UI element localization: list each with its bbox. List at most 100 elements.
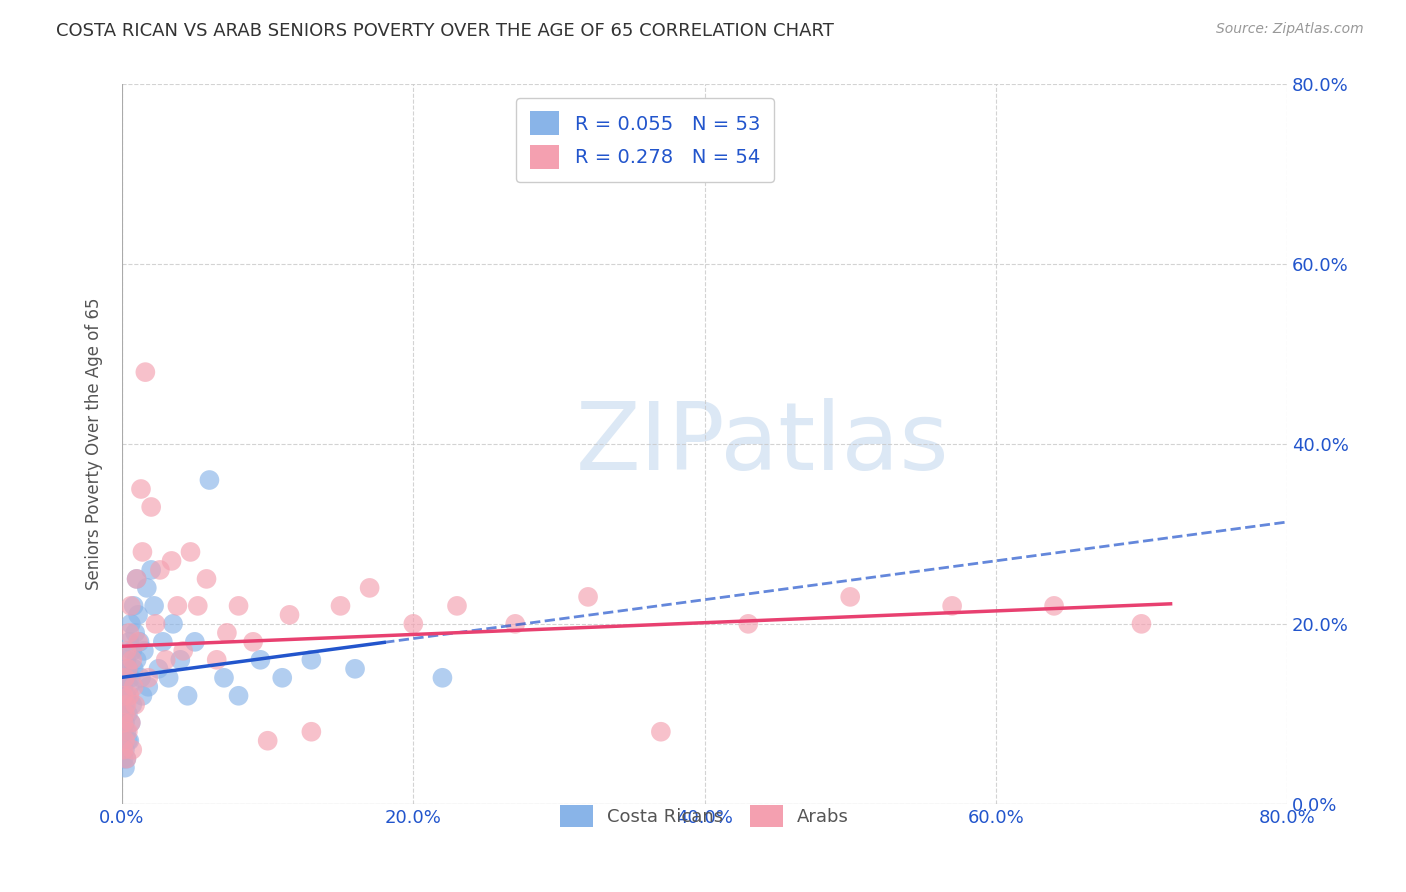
Point [127, 607, 149, 622]
Point [941, 599, 963, 613]
Point [136, 671, 159, 685]
Point [131, 689, 153, 703]
Point [117, 706, 139, 721]
Y-axis label: Seniors Poverty Over the Age of 65: Seniors Poverty Over the Age of 65 [86, 298, 103, 591]
Point [271, 671, 294, 685]
Point [112, 742, 135, 756]
Point [141, 500, 163, 514]
Point [121, 653, 143, 667]
Point [155, 653, 177, 667]
Point [169, 653, 191, 667]
Point [157, 671, 180, 685]
Point [166, 599, 188, 613]
Point [114, 761, 136, 775]
Point [112, 752, 135, 766]
Point [120, 715, 142, 730]
Point [112, 724, 135, 739]
Text: ZIPatlas: ZIPatlas [576, 398, 949, 490]
Point [125, 653, 148, 667]
Point [134, 365, 156, 379]
Point [141, 563, 163, 577]
Point [198, 473, 221, 487]
Point [115, 698, 138, 712]
Point [114, 715, 136, 730]
Point [120, 599, 142, 613]
Point [131, 545, 153, 559]
Point [148, 662, 170, 676]
Point [344, 662, 367, 676]
Point [1043, 599, 1066, 613]
Point [112, 680, 135, 694]
Point [129, 482, 152, 496]
Point [121, 742, 143, 756]
Point [1130, 616, 1153, 631]
Point [136, 680, 159, 694]
Point [114, 706, 136, 721]
Point [160, 554, 183, 568]
Point [195, 572, 218, 586]
Point [121, 644, 143, 658]
Point [172, 644, 194, 658]
Point [118, 733, 141, 747]
Point [114, 671, 136, 685]
Point [112, 689, 135, 703]
Point [145, 616, 167, 631]
Point [184, 635, 207, 649]
Point [839, 590, 862, 604]
Point [114, 671, 136, 685]
Point [737, 616, 759, 631]
Point [503, 616, 526, 631]
Text: Source: ZipAtlas.com: Source: ZipAtlas.com [1216, 22, 1364, 37]
Point [129, 671, 152, 685]
Point [122, 680, 145, 694]
Point [117, 662, 139, 676]
Point [256, 733, 278, 747]
Point [114, 698, 136, 712]
Point [176, 689, 198, 703]
Point [121, 698, 143, 712]
Point [135, 581, 157, 595]
Point [299, 724, 322, 739]
Point [299, 653, 322, 667]
Text: COSTA RICAN VS ARAB SENIORS POVERTY OVER THE AGE OF 65 CORRELATION CHART: COSTA RICAN VS ARAB SENIORS POVERTY OVER… [56, 22, 834, 40]
Point [215, 625, 238, 640]
Point [115, 644, 138, 658]
Legend: Costa Ricans, Arabs: Costa Ricans, Arabs [553, 797, 856, 834]
Point [115, 752, 138, 766]
Point [117, 733, 139, 747]
Point [115, 752, 138, 766]
Point [205, 653, 228, 667]
Point [228, 599, 250, 613]
Point [117, 662, 139, 676]
Point [249, 653, 271, 667]
Point [115, 689, 138, 703]
Point [117, 724, 139, 739]
Point [402, 616, 425, 631]
Point [143, 599, 166, 613]
Point [120, 715, 142, 730]
Point [118, 635, 141, 649]
Point [152, 635, 174, 649]
Point [359, 581, 381, 595]
Point [132, 644, 155, 658]
Point [125, 572, 148, 586]
Point [149, 563, 172, 577]
Point [162, 616, 184, 631]
Point [118, 689, 141, 703]
Point [242, 635, 264, 649]
Point [212, 671, 235, 685]
Point [446, 599, 468, 613]
Point [128, 635, 150, 649]
Point [650, 724, 672, 739]
Point [115, 653, 138, 667]
Point [432, 671, 454, 685]
Point [124, 625, 146, 640]
Point [187, 599, 209, 613]
Point [576, 590, 599, 604]
Point [114, 733, 136, 747]
Point [115, 724, 138, 739]
Point [329, 599, 352, 613]
Point [278, 607, 301, 622]
Point [120, 671, 142, 685]
Point [112, 706, 135, 721]
